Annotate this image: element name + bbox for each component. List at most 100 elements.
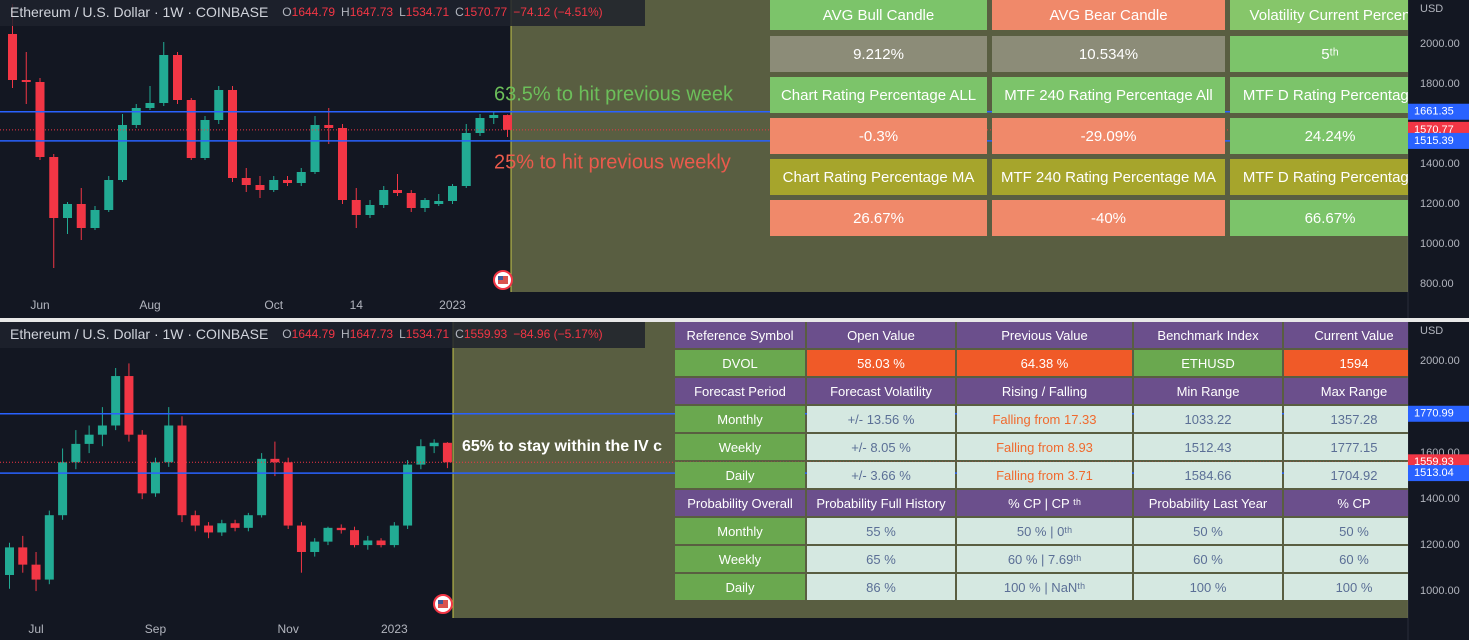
annotation: 65% to stay within the IV c: [462, 438, 662, 455]
candle-body: [145, 103, 155, 108]
candle-body: [35, 82, 45, 157]
candle-body: [104, 180, 114, 210]
x-tick-label: Jun: [30, 298, 49, 312]
candle-body: [71, 443, 81, 463]
table-cell: DVOL: [675, 350, 805, 376]
candle-body: [173, 55, 182, 100]
y-tick-label: 1000.00: [1420, 238, 1460, 250]
candle-body: [379, 190, 389, 205]
info-table: Reference Symbol Open Value Previous Value…: [675, 322, 1408, 602]
x-tick-label: Sep: [145, 622, 167, 636]
candle-body: [177, 425, 187, 516]
candle-body: [376, 540, 386, 546]
candle-body: [164, 425, 174, 463]
table-cell: 1033.22: [1134, 406, 1282, 432]
table-cell: Rising / Falling: [957, 378, 1132, 404]
table-cell: Forecast Volatility: [807, 378, 955, 404]
candle-body: [18, 547, 28, 565]
x-tick-label: Oct: [264, 298, 283, 312]
table-cell: +/- 8.05 %: [807, 434, 955, 460]
candle-body: [90, 210, 100, 228]
candle-body: [296, 172, 306, 183]
x-tick-label: Nov: [277, 622, 298, 636]
table-cell: +/- 3.66 %: [807, 462, 955, 488]
table-cell: Weekly: [675, 434, 805, 460]
price-tag-label: 1770.99: [1414, 408, 1454, 420]
candle-body: [137, 434, 147, 494]
table-cell: % CP | CP ᵗʰ: [957, 490, 1132, 516]
table-cell: -29.09%: [992, 118, 1225, 154]
symbol-title: Ethereum / U.S. Dollar · 1W · COINBASE: [10, 4, 268, 20]
flag-canton: [438, 600, 443, 604]
table-cell: 100 % | NaNᵗʰ: [957, 574, 1132, 600]
ohlc-value: 1644.79: [292, 5, 336, 19]
y-tick-label: 2000.00: [1420, 38, 1460, 50]
price-tag: [1408, 132, 1469, 149]
candle-body: [217, 523, 227, 533]
table-cell: 60 % | 7.69ᵗʰ: [957, 546, 1132, 572]
x-tick-label: 14: [350, 298, 364, 312]
price-tag-label: 1570.77: [1414, 124, 1454, 136]
candle-body: [63, 204, 72, 218]
candle-body: [323, 527, 333, 542]
table-cell: 50 %: [1284, 518, 1408, 544]
candle-body: [84, 434, 94, 444]
candle-body: [150, 462, 160, 494]
table-cell: Max Range: [1284, 378, 1408, 404]
candle-body: [310, 541, 320, 552]
table-cell: 100 %: [1284, 574, 1408, 600]
ohlc-value: 1644.79: [292, 327, 336, 341]
table-cell: MTF 240 Rating Percentage All: [992, 77, 1225, 113]
candle-body: [389, 525, 399, 546]
table-cell: 64.38 %: [957, 350, 1132, 376]
table-cell: 1357.28: [1284, 406, 1408, 432]
candle-body: [416, 446, 426, 465]
candle-body: [230, 523, 240, 528]
panel-separator: [0, 318, 1469, 322]
candle-body: [243, 515, 253, 528]
candle-body: [214, 90, 224, 120]
ohlc-value: 1647.73: [350, 327, 394, 341]
x-tick-label: 2023: [439, 298, 466, 312]
symbol-title: Ethereum / U.S. Dollar · 1W · COINBASE: [10, 326, 268, 342]
ohlc-key: L: [399, 327, 406, 341]
table-cell: 60 %: [1284, 546, 1408, 572]
axis-unit: USD: [1420, 3, 1443, 15]
table-cell: Falling from 17.33: [957, 406, 1132, 432]
chart-legend: Ethereum / U.S. Dollar · 1W · COINBASE O1…: [10, 326, 603, 342]
change: −74.12 (−4.51%): [513, 5, 602, 19]
x-tick-label: Aug: [139, 298, 160, 312]
table-cell: 1704.92: [1284, 462, 1408, 488]
table-cell: 5ᵗʰ: [1230, 36, 1408, 72]
table-cell: MTF 240 Rating Percentage MA: [992, 159, 1225, 195]
table-cell: Daily: [675, 574, 805, 600]
table-cell: 100 %: [1134, 574, 1282, 600]
y-tick-label: 1400.00: [1420, 493, 1460, 505]
y-tick-label: 1200.00: [1420, 198, 1460, 210]
candle-body: [442, 442, 452, 463]
ohlc-key: H: [341, 5, 350, 19]
table-cell: MTF D Rating Percentage: [1230, 159, 1408, 195]
info-table: AVG Bull Candle AVG Bear Candle Volatility…: [770, 0, 1408, 240]
table-cell: Forecast Period: [675, 378, 805, 404]
candle-body: [111, 376, 121, 426]
ohlc-value: 1559.93: [464, 327, 508, 341]
legend-box: [0, 0, 645, 26]
candle-body: [420, 200, 430, 208]
table-cell: 10.534%: [992, 36, 1225, 72]
table-cell: MTF D Rating Percentage: [1230, 77, 1408, 113]
candle-body: [461, 133, 471, 186]
table-cell: Min Range: [1134, 378, 1282, 404]
ohlc-value: 1570.77: [464, 5, 508, 19]
candle-body: [159, 55, 169, 103]
table-cell: Current Value: [1284, 322, 1408, 348]
candle-body: [44, 515, 54, 580]
table-cell: Probability Full History: [807, 490, 955, 516]
table-cell: Monthly: [675, 518, 805, 544]
x-tick-label: Jul: [28, 622, 43, 636]
candle-body: [363, 540, 373, 546]
candle-body: [393, 190, 402, 193]
candle-body: [406, 193, 416, 208]
candle-body: [448, 186, 457, 201]
table-cell: Open Value: [807, 322, 955, 348]
